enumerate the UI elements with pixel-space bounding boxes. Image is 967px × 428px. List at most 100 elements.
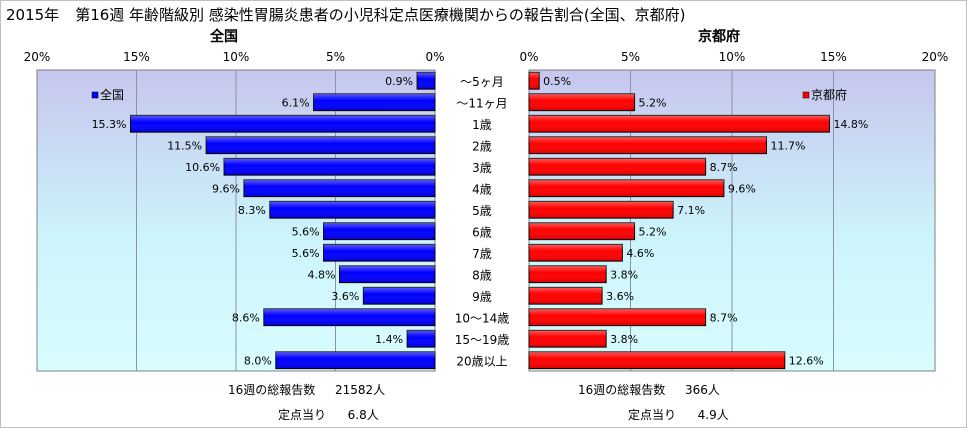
national-tick-label: 5% (326, 50, 345, 64)
kyoto-tick-label: 5% (621, 50, 640, 64)
kyoto-tick-label: 0% (519, 50, 538, 64)
category-label: 20歳以上 (456, 354, 507, 368)
kyoto-bar-shade (529, 72, 540, 90)
kyoto-legend-label: 京都府 (811, 87, 847, 102)
national-bar-shade (263, 308, 435, 326)
kyoto-data-label: 11.7% (771, 139, 806, 152)
national-bar-shade (243, 179, 435, 197)
chart-title: 2015年 第16週 年齢階級別 感染性胃腸炎患者の小児科定点医療機関からの報告割… (6, 4, 702, 25)
kyoto-per-site-value: 4.9人 (697, 408, 729, 422)
kyoto-total-label: 16週の総報告数 (578, 383, 666, 397)
national-legend-swatch (91, 91, 99, 99)
kyoto-bar-shade (529, 136, 767, 154)
national-data-label: 5.6% (292, 225, 320, 238)
national-data-label: 8.6% (232, 311, 260, 324)
national-data-label: 6.1% (282, 96, 310, 109)
national-bar-shade (417, 72, 435, 90)
national-data-label: 8.0% (244, 354, 272, 367)
kyoto-data-label: 5.2% (639, 96, 667, 109)
national-bar-shade (363, 287, 435, 305)
kyoto-bar-shade (529, 330, 607, 348)
national-panel-title: 全国 (210, 29, 238, 45)
national-total: 16週の総報告数 21582人 (228, 381, 385, 398)
kyoto-bar-shade (529, 93, 635, 111)
national-bar-shade (323, 244, 435, 262)
category-label: 7歳 (472, 247, 492, 261)
kyoto-bar-shade (529, 158, 706, 176)
national-tick-label: 0% (425, 50, 444, 64)
kyoto-data-label: 3.6% (606, 290, 634, 303)
kyoto-per-site: 定点当り 4.9人 (628, 406, 729, 423)
national-data-label: 1.4% (375, 333, 403, 346)
national-bar-shade (206, 136, 435, 154)
national-data-label: 0.9% (385, 75, 413, 88)
kyoto-data-label: 14.8% (833, 118, 868, 131)
kyoto-data-label: 9.6% (728, 182, 756, 195)
national-data-label: 9.6% (212, 182, 240, 195)
kyoto-total-value: 366人 (684, 383, 720, 397)
national-bar-shade (269, 201, 435, 219)
national-tick-label: 15% (123, 50, 150, 64)
category-label: 4歳 (472, 182, 492, 196)
category-label: 9歳 (472, 290, 492, 304)
national-tick-label: 20% (24, 50, 51, 64)
national-data-label: 4.8% (308, 268, 336, 281)
category-label: ～5ヶ月 (460, 75, 504, 89)
kyoto-data-label: 3.8% (610, 333, 638, 346)
category-label: 2歳 (472, 139, 492, 153)
national-bar-shade (339, 265, 435, 283)
kyoto-data-label: 8.7% (710, 311, 738, 324)
kyoto-tick-label: 10% (719, 50, 746, 64)
kyoto-bar-shade (529, 308, 706, 326)
national-total-label: 16週の総報告数 (228, 383, 316, 397)
category-label: 8歳 (472, 268, 492, 282)
kyoto-bar-shade (529, 244, 623, 262)
kyoto-bar-shade (529, 287, 603, 305)
kyoto-legend-swatch (802, 91, 810, 99)
national-tick-label: 10% (223, 50, 250, 64)
kyoto-data-label: 4.6% (626, 247, 654, 260)
national-bar-shade (323, 222, 435, 240)
national-data-label: 5.6% (292, 247, 320, 260)
kyoto-bar-shade (529, 222, 635, 240)
kyoto-data-label: 3.8% (610, 268, 638, 281)
category-label: 1歳 (472, 118, 492, 132)
kyoto-panel-title: 京都府 (698, 29, 740, 45)
kyoto-data-label: 7.1% (677, 204, 705, 217)
national-bar-shade (130, 115, 435, 133)
kyoto-bar-shade (529, 351, 785, 369)
kyoto-bar-shade (529, 265, 607, 283)
national-data-label: 15.3% (92, 118, 127, 131)
national-per-site-label: 定点当り (278, 408, 327, 422)
national-data-label: 10.6% (185, 161, 220, 174)
kyoto-data-label: 5.2% (639, 225, 667, 238)
national-bar-shade (407, 330, 435, 348)
national-data-label: 8.3% (238, 204, 266, 217)
category-label: 6歳 (472, 225, 492, 239)
category-label: 5歳 (472, 204, 492, 218)
kyoto-data-label: 8.7% (710, 161, 738, 174)
kyoto-tick-label: 15% (820, 50, 847, 64)
kyoto-per-site-label: 定点当り (628, 408, 677, 422)
national-per-site: 定点当り 6.8人 (278, 406, 379, 423)
national-per-site-value: 6.8人 (347, 408, 379, 422)
national-bar-shade (313, 93, 435, 111)
category-label: 10～14歳 (455, 311, 510, 325)
category-label: 15～19歳 (455, 333, 510, 347)
kyoto-data-label: 12.6% (789, 354, 824, 367)
national-bar-shade (224, 158, 435, 176)
kyoto-bar-shade (529, 115, 830, 133)
kyoto-bar-shade (529, 201, 674, 219)
kyoto-tick-label: 20% (922, 50, 949, 64)
national-data-label: 3.6% (331, 290, 359, 303)
category-label: 3歳 (472, 161, 492, 175)
kyoto-data-label: 0.5% (543, 75, 571, 88)
national-legend-label: 全国 (100, 87, 124, 102)
national-total-value: 21582人 (334, 383, 386, 397)
category-label: ～11ヶ月 (456, 96, 507, 110)
chart-title-main: 第16週 年齢階級別 感染性胃腸炎患者の小児科定点医療機関からの報告割合(全国、… (75, 6, 686, 24)
national-data-label: 11.5% (167, 139, 202, 152)
national-bar-shade (275, 351, 435, 369)
